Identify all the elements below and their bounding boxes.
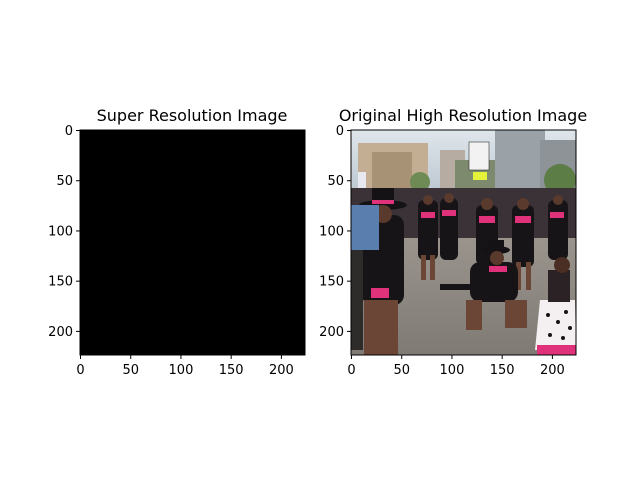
x-tick-label: 150 — [219, 363, 244, 378]
y-tick-label: 0 — [336, 124, 344, 139]
y-tick-label: 50 — [56, 174, 73, 189]
axis-ticks: 0 50 100 150 200 0 50 100 150 200 — [319, 124, 565, 378]
y-tick-label: 200 — [48, 325, 73, 340]
panel-super-resolution: Super Resolution Image 0 50 100 150 200 0 50 10… — [48, 106, 306, 378]
x-tick-label: 0 — [347, 363, 355, 378]
super-resolution-image — [80, 130, 305, 355]
y-tick-label: 150 — [319, 275, 344, 290]
y-tick-label: 100 — [319, 224, 344, 239]
panel-original-image: Original High Resolution Image — [319, 106, 587, 378]
y-tick-label: 0 — [65, 124, 73, 139]
x-tick-label: 50 — [393, 363, 410, 378]
x-tick-label: 100 — [169, 363, 194, 378]
original-high-resolution-image — [351, 130, 576, 355]
y-tick-label: 50 — [327, 174, 344, 189]
x-tick-label: 200 — [540, 363, 565, 378]
y-tick-label: 150 — [48, 275, 73, 290]
panel-title: Original High Resolution Image — [339, 106, 587, 125]
x-tick-label: 0 — [76, 363, 84, 378]
x-tick-label: 150 — [490, 363, 515, 378]
y-tick-label: 100 — [48, 224, 73, 239]
y-tick-label: 200 — [319, 325, 344, 340]
axis-ticks: 0 50 100 150 200 0 50 100 150 200 — [48, 124, 294, 378]
panel-title: Super Resolution Image — [97, 106, 288, 125]
x-tick-label: 50 — [122, 363, 139, 378]
axes-frame — [350, 129, 577, 356]
x-tick-label: 100 — [440, 363, 465, 378]
x-tick-label: 200 — [269, 363, 294, 378]
axes-frame — [79, 129, 306, 356]
